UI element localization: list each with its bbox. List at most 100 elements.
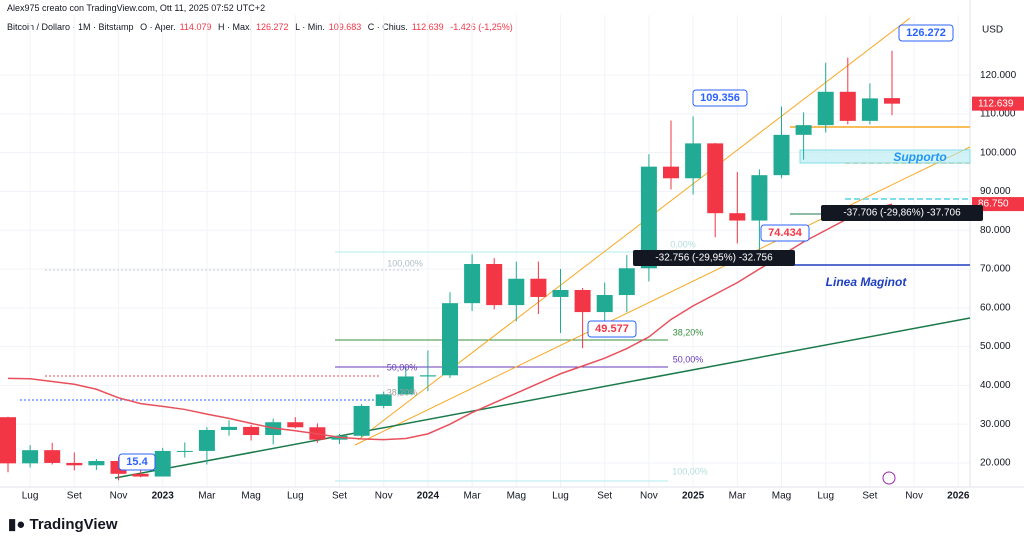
candle-body bbox=[353, 405, 370, 436]
x-tick-label: 2025 bbox=[682, 491, 705, 502]
x-tick-label: Mar bbox=[198, 491, 216, 502]
candle-body bbox=[773, 134, 790, 176]
val: 126.272 bbox=[256, 22, 289, 32]
x-tick-label: Lug bbox=[552, 491, 569, 502]
x-tick-label: Set bbox=[862, 491, 877, 502]
val: 109.683 bbox=[328, 22, 362, 32]
y-tick-label: 90.000 bbox=[980, 186, 1011, 197]
measure-label: -37.706 (-29,86%) -37.706 bbox=[843, 208, 961, 219]
candle-body bbox=[221, 426, 237, 430]
lbl: H · Max. bbox=[217, 22, 252, 32]
measure-box bbox=[633, 250, 795, 266]
brand: ▮● TradingView bbox=[8, 516, 118, 533]
candle-body bbox=[707, 143, 724, 214]
candle-body bbox=[397, 376, 414, 395]
candle-body bbox=[596, 295, 613, 313]
fib-label: 0,00% bbox=[670, 239, 696, 249]
symbol: Bitcoin / Dollaro · 1M · Bitstamp bbox=[7, 22, 134, 32]
candle-body bbox=[419, 375, 436, 377]
fib-label: 50,00% bbox=[387, 362, 418, 372]
price-tag-label: 112.639 bbox=[978, 98, 1014, 109]
candle-body bbox=[464, 263, 481, 304]
candle-body bbox=[375, 394, 392, 406]
candle-body bbox=[839, 91, 856, 121]
lbl: O · Aper. bbox=[140, 22, 176, 32]
x-tick-label: Nov bbox=[640, 491, 658, 502]
y-tick-label: 60.000 bbox=[980, 302, 1011, 313]
y-axis-label: USD bbox=[982, 25, 1003, 36]
candle-body bbox=[287, 422, 304, 428]
callout-label: 49.577 bbox=[595, 323, 629, 335]
candle-body bbox=[640, 166, 657, 269]
x-tick-label: 2023 bbox=[152, 491, 175, 502]
fib-label: 100,00% bbox=[672, 466, 708, 476]
candle-body bbox=[442, 303, 458, 376]
lbl: L · Min. bbox=[295, 22, 325, 32]
x-tick-label: 2026 bbox=[947, 491, 970, 502]
x-tick-label: Lug bbox=[22, 491, 39, 502]
candle-body bbox=[552, 289, 569, 297]
y-tick-label: 20.000 bbox=[980, 458, 1011, 469]
x-tick-label: Nov bbox=[110, 491, 128, 502]
x-tick-label: Lug bbox=[287, 491, 304, 502]
candle-body bbox=[751, 175, 768, 221]
candle-body bbox=[861, 98, 878, 121]
candle-body bbox=[176, 450, 193, 452]
candle-body bbox=[884, 98, 900, 104]
price-tag bbox=[972, 197, 1024, 212]
x-tick-label: Set bbox=[597, 491, 612, 502]
fib-label: 38,20% bbox=[387, 387, 418, 397]
annotation: Linea Maginot bbox=[826, 275, 908, 289]
y-tick-label: 120.000 bbox=[980, 70, 1017, 81]
candle-body bbox=[618, 268, 635, 296]
change: -1.426 (-1,25%) bbox=[450, 22, 513, 32]
y-tick-label: 50.000 bbox=[980, 341, 1011, 352]
x-tick-label: 2024 bbox=[417, 491, 440, 502]
callout-label: 109.356 bbox=[700, 92, 740, 104]
fib-label: 38,20% bbox=[673, 327, 704, 337]
y-tick-label: 70.000 bbox=[980, 264, 1011, 275]
y-tick-label: 110.000 bbox=[980, 109, 1016, 120]
candle-body bbox=[574, 289, 591, 313]
callout-box bbox=[898, 24, 954, 42]
callout-box bbox=[760, 224, 810, 242]
grid bbox=[0, 15, 970, 487]
callout-label: 15.4 bbox=[126, 456, 148, 468]
candle-body bbox=[486, 263, 503, 306]
author: Alex975 creato con TradingView.com, Ott … bbox=[7, 3, 266, 13]
candle-body bbox=[530, 278, 547, 297]
measure-label: -32.756 (-29,95%) -32.756 bbox=[655, 253, 773, 264]
x-tick-label: Nov bbox=[905, 491, 923, 502]
annotation: Supporto bbox=[893, 150, 946, 164]
x-tick-label: Mag bbox=[507, 491, 526, 502]
x-tick-label: Lug bbox=[817, 491, 834, 502]
y-tick-label: 100.000 bbox=[980, 147, 1017, 158]
candle-body bbox=[198, 429, 215, 451]
x-tick-label: Set bbox=[67, 491, 82, 502]
candle-body bbox=[795, 125, 812, 135]
candle-body bbox=[44, 450, 61, 463]
y-tick-label: 40.000 bbox=[980, 380, 1011, 391]
y-tick-label: 80.000 bbox=[980, 225, 1011, 236]
y-tick-label: 30.000 bbox=[980, 419, 1011, 430]
x-tick-label: Set bbox=[332, 491, 347, 502]
callout-box bbox=[587, 320, 637, 338]
callout-box bbox=[692, 89, 748, 107]
price-tag-label: 86.750 bbox=[978, 199, 1009, 210]
candle-body bbox=[508, 278, 525, 306]
candle-body bbox=[0, 417, 16, 464]
candle-body bbox=[132, 473, 149, 477]
price-tag bbox=[972, 96, 1024, 111]
candle-body bbox=[154, 450, 171, 477]
val: 114.079 bbox=[179, 22, 212, 32]
candle-body bbox=[685, 143, 702, 179]
candle-body bbox=[817, 91, 834, 126]
callout-label: 126.272 bbox=[906, 27, 946, 39]
x-tick-label: Nov bbox=[375, 491, 393, 502]
callout-box bbox=[118, 453, 156, 471]
candle-body bbox=[66, 462, 83, 466]
x-tick-label: Mag bbox=[241, 491, 260, 502]
fib-label: 50,00% bbox=[673, 354, 704, 364]
